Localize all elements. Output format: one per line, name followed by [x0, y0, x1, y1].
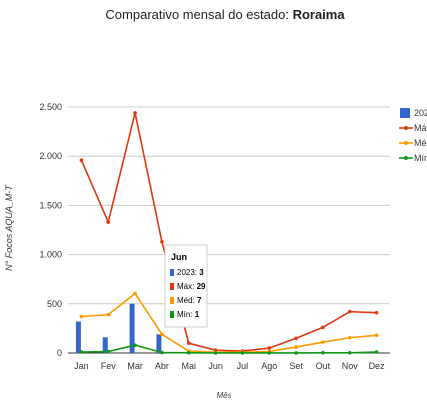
tooltip-row: Máx: 29	[177, 282, 206, 291]
x-tick-label: Set	[289, 361, 303, 371]
legend-marker	[404, 156, 408, 160]
data-point	[374, 310, 379, 315]
data-point	[79, 158, 84, 162]
data-point	[160, 332, 164, 337]
data-point	[321, 351, 325, 355]
data-point	[240, 351, 245, 355]
data-point	[213, 351, 218, 355]
x-tick-label: Jul	[237, 361, 249, 371]
data-point	[267, 351, 272, 355]
legend-label: Mín	[414, 153, 427, 163]
legend-label: 202	[414, 108, 427, 118]
series-line	[80, 112, 377, 352]
data-point	[106, 349, 111, 354]
series-lines	[80, 112, 377, 354]
y-tick-label: 1.500	[39, 200, 62, 210]
tooltip-swatch	[170, 269, 174, 276]
data-point	[347, 335, 352, 340]
legend-swatch	[400, 108, 410, 118]
data-point	[347, 351, 352, 355]
data-point	[186, 351, 191, 355]
bar	[75, 321, 81, 353]
y-tick-label: 2.000	[39, 151, 62, 161]
x-tick-label: Jan	[74, 361, 89, 371]
x-tick-labels: Jan Fev Mar Abr Mai Jun Jul Ago Set Out Nov Dez	[74, 361, 385, 371]
data-point	[321, 325, 325, 330]
y-tick-label: 500	[47, 299, 62, 309]
x-tick-label: Jun	[208, 361, 223, 371]
x-tick-label: Fev	[101, 361, 117, 371]
legend-label: Méd	[414, 138, 427, 148]
legend-item: Mín	[399, 153, 427, 163]
chart-title-state: Roraima	[293, 7, 346, 22]
x-tick-label: Dez	[369, 361, 386, 371]
series-points	[79, 111, 379, 355]
y-axis-label: N° Focos AQUA_M-T	[4, 184, 14, 271]
tooltip-row: 2023: 3	[177, 268, 204, 277]
x-tick-label: Mar	[127, 361, 143, 371]
data-point	[79, 350, 84, 354]
tooltip-swatch	[170, 283, 174, 290]
x-axis-label: Mês	[216, 391, 231, 400]
data-point	[347, 309, 352, 314]
tooltip-row: Méd: 7	[177, 296, 202, 305]
chart-title: Comparativo mensal do estado: Roraima	[105, 7, 345, 22]
tooltip-swatch	[170, 297, 174, 304]
y-tick-label: 0	[57, 348, 62, 358]
x-tick-label: Mai	[181, 361, 196, 371]
series-line	[81, 344, 377, 354]
data-point	[106, 312, 111, 317]
legend-label: Máx	[414, 123, 427, 133]
y-tick-label: 1.000	[39, 250, 62, 260]
tooltip-row: Mín: 1	[177, 310, 200, 319]
legend-marker	[404, 141, 408, 145]
legend-item: 202	[400, 108, 427, 118]
data-point	[294, 351, 298, 355]
tooltip-swatch	[170, 311, 174, 318]
data-point	[133, 343, 137, 347]
data-point	[160, 240, 164, 244]
legend-item: Máx	[399, 123, 427, 133]
chart-title-prefix: Comparativo mensal do estado:	[105, 7, 292, 22]
data-point	[186, 341, 191, 345]
data-point	[133, 111, 137, 115]
x-tick-label: Nov	[342, 361, 359, 371]
data-point	[133, 291, 137, 296]
x-tick-label: Ago	[261, 361, 277, 371]
x-tick-label: Out	[316, 361, 331, 371]
legend-item: Méd	[399, 138, 427, 148]
data-point	[374, 333, 379, 338]
series-line	[81, 292, 377, 354]
bar	[156, 334, 162, 353]
data-point	[294, 345, 298, 349]
tooltip-title: Jun	[171, 252, 187, 262]
bar	[129, 303, 135, 353]
y-tick-labels: 0 500 1.000 1.500 2.000 2.500	[39, 102, 62, 358]
legend: 202 Máx Méd Mín	[399, 108, 427, 163]
x-tick-label: Abr	[155, 361, 169, 371]
data-point	[106, 220, 111, 224]
y-tick-label: 2.500	[39, 102, 62, 112]
data-point	[321, 340, 325, 344]
data-point	[294, 336, 298, 341]
data-point	[267, 346, 272, 350]
tooltip: Jun 2023: 3 Máx: 29 Méd: 7 Mín: 1	[164, 244, 208, 328]
bar	[102, 337, 108, 353]
legend-marker	[404, 126, 408, 130]
data-point	[160, 350, 164, 355]
data-point	[79, 314, 84, 319]
data-point	[374, 350, 379, 354]
